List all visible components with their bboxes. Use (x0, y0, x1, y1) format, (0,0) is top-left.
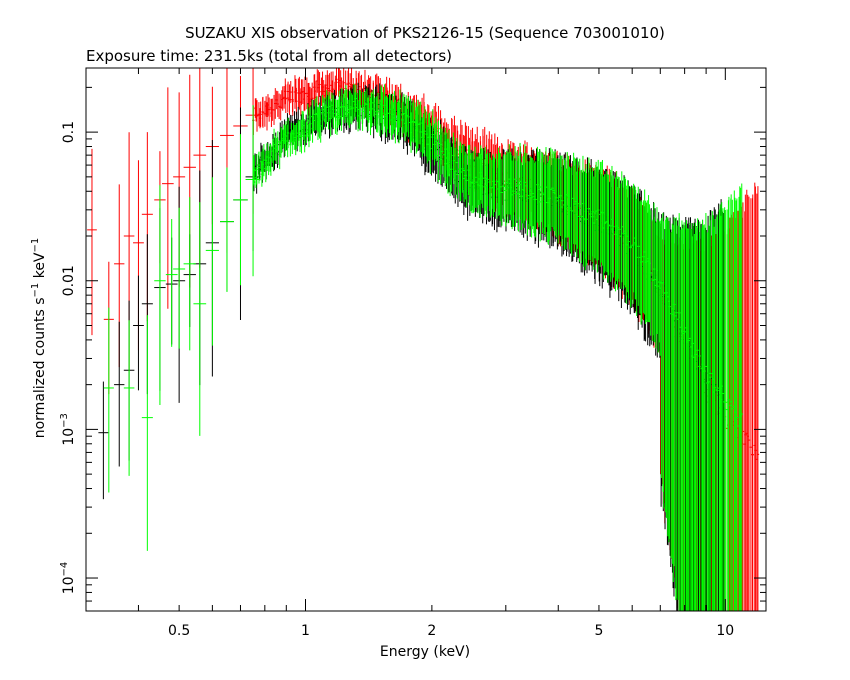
x-tick-label: 2 (427, 623, 436, 639)
x-tick-label: 1 (301, 623, 310, 639)
y-axis-label: normalized counts s−1 keV−1 (30, 238, 48, 439)
y-axis-label-prefix: normalized counts s (32, 297, 48, 438)
chart-title: SUZAKU XIS observation of PKS2126-15 (Se… (185, 24, 665, 42)
y-tick-label: 0.01 (61, 265, 77, 296)
x-axis-label: Energy (keV) (380, 644, 470, 660)
x-tick-label: 10 (716, 623, 734, 639)
chart-subtitle: Exposure time: 231.5ks (total from all d… (86, 47, 452, 65)
y-axis-label-exp1: −1 (30, 283, 41, 298)
y-tick-label: 10−3 (59, 413, 77, 446)
series-2 (103, 83, 743, 611)
y-axis-label-exp2: −1 (30, 238, 41, 253)
x-tick-label: 0.5 (168, 623, 190, 639)
y-axis-label-middle: keV (32, 252, 48, 283)
x-tick-label: 5 (594, 623, 603, 639)
data-series-layer (87, 68, 760, 611)
axis-ticks: 0.5 1 2 5 10 0.1 0.01 10−3 10−4 (59, 68, 766, 639)
y-tick-label: 0.1 (61, 121, 77, 143)
y-tick-label: 10−4 (59, 562, 77, 595)
